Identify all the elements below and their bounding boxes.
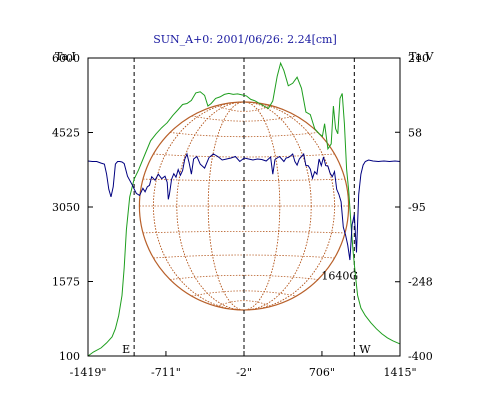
right-axis-ticks: 210 58 -95 -248 -400 xyxy=(395,52,433,363)
west-label: W xyxy=(359,343,371,356)
reference-lines xyxy=(133,58,355,356)
left-tick-label: 3050 xyxy=(52,201,80,214)
right-axis-label: Ta,V xyxy=(409,50,435,63)
left-tick-label: 100 xyxy=(59,350,80,363)
chart-title: SUN_A+0: 2001/06/26: 2.24[cm] xyxy=(153,33,337,46)
left-axis-ticks: 6000 4525 3050 1575 100 xyxy=(52,52,93,363)
x-tick-label: -1419" xyxy=(70,366,107,379)
right-tick-label: -400 xyxy=(408,350,433,363)
left-tick-label: 4525 xyxy=(52,127,80,140)
x-tick-label: -2" xyxy=(236,366,252,379)
x-tick-label: 1415" xyxy=(383,366,416,379)
intensity-curve-green xyxy=(87,61,401,357)
intensity-curve-blue xyxy=(87,152,401,261)
x-tick-label: -711" xyxy=(151,366,181,379)
right-tick-label: 58 xyxy=(408,126,422,139)
right-tick-label: -95 xyxy=(408,201,426,214)
parallel-line xyxy=(142,230,346,234)
right-tick-label: -248 xyxy=(408,276,433,289)
x-axis-ticks: -1419" -711" -2" 706" 1415" xyxy=(70,351,417,379)
parallel-line xyxy=(216,105,272,112)
parallel-line xyxy=(191,115,297,122)
left-axis-label: Ta,I xyxy=(55,50,76,63)
annotation-label: 1640G xyxy=(321,270,358,283)
parallel-line xyxy=(142,178,346,182)
left-tick-label: 1575 xyxy=(52,276,80,289)
parallel-line xyxy=(216,300,272,307)
east-label: E xyxy=(122,343,130,356)
x-tick-label: 706" xyxy=(309,366,335,379)
series-group xyxy=(87,61,401,357)
right-tick-label: 210 xyxy=(408,52,429,65)
left-tick-label: 6000 xyxy=(52,52,80,65)
parallel-line xyxy=(191,290,297,297)
